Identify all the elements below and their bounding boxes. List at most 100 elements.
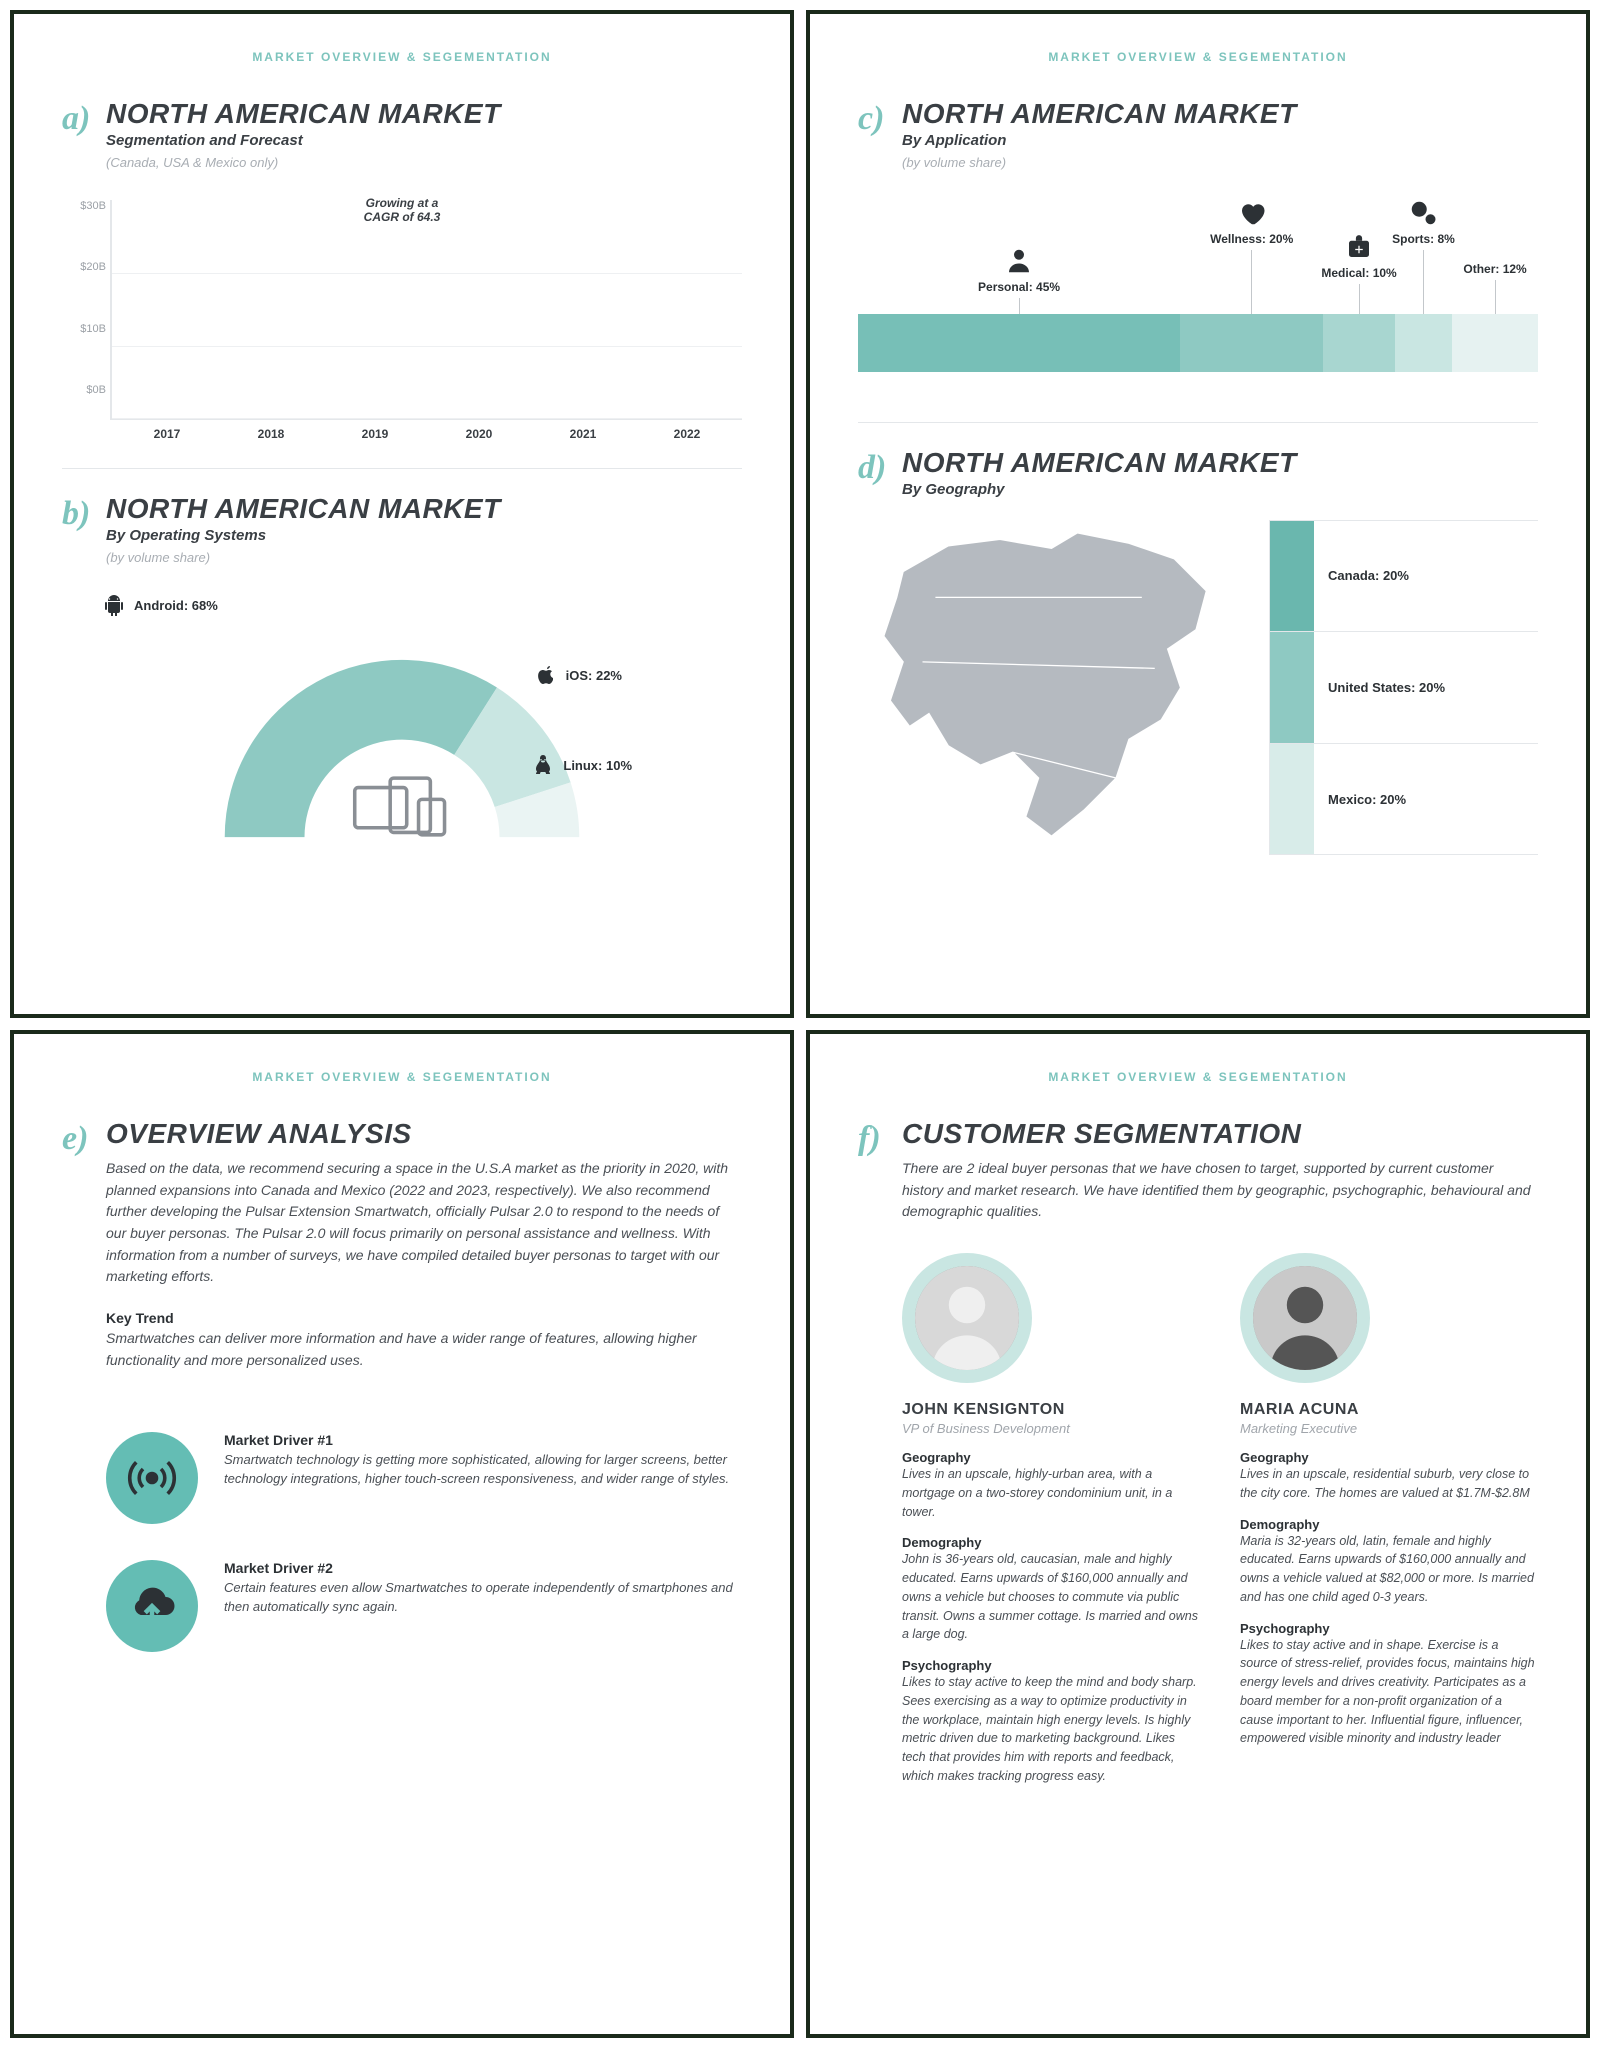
cloud-up-icon	[106, 1560, 198, 1652]
legend-label: iOS: 22%	[566, 668, 622, 683]
application-stack: Personal: 45%Wellness: 20%Medical: 10%Sp…	[858, 184, 1538, 372]
bar-plot-area: 201720182019202020212022	[110, 200, 742, 420]
bar-chart: Growing at a CAGR of 64.3 $30B $20B $10B…	[62, 200, 742, 420]
app-label: Other: 12%	[1463, 262, 1526, 276]
p2-psy-h: Psychography	[1240, 1621, 1538, 1636]
android-icon	[102, 593, 126, 617]
panel-bottom-left: MARKET OVERVIEW & SEGEMENTATION e OVERVI…	[10, 1030, 794, 2038]
p1-geo-h: Geography	[902, 1450, 1200, 1465]
geography-area: Canada: 20% United States: 20% Mexico: 20%	[858, 520, 1538, 855]
north-america-map-icon	[858, 520, 1245, 855]
section-a-head: a NORTH AMERICAN MARKET Segmentation and…	[62, 100, 742, 170]
driver-row: Market Driver #1 Smartwatch technology i…	[106, 1432, 742, 1524]
stack-segment	[1180, 314, 1323, 372]
app-callout: Wellness: 20%	[1202, 198, 1302, 314]
section-c-note: (by volume share)	[902, 155, 1538, 170]
panel-top-right: MARKET OVERVIEW & SEGEMENTATION c NORTH …	[806, 10, 1590, 1018]
geo-row: United States: 20%	[1270, 632, 1538, 744]
persona-2-name: MARIA ACUNA	[1240, 1401, 1538, 1419]
p1-psy-h: Psychography	[902, 1658, 1200, 1673]
legend-ios: iOS: 22%	[534, 659, 622, 691]
p2-geo: Lives in an upscale, residential suburb,…	[1240, 1465, 1538, 1503]
panel-bottom-right: MARKET OVERVIEW & SEGEMENTATION f CUSTOM…	[806, 1030, 1590, 2038]
section-a-title: NORTH AMERICAN MARKET	[106, 100, 742, 128]
persona-2-role: Marketing Executive	[1240, 1421, 1538, 1436]
p1-geo: Lives in an upscale, highly-urban area, …	[902, 1465, 1200, 1521]
stack-segment	[1452, 314, 1538, 372]
app-label: Wellness: 20%	[1210, 232, 1293, 246]
legend-label: Android: 68%	[134, 598, 218, 613]
avatar-ring	[902, 1253, 1032, 1383]
bar-label: 2019	[332, 427, 418, 441]
app-label: Personal: 45%	[978, 280, 1060, 294]
section-c-title: NORTH AMERICAN MARKET	[902, 100, 1538, 128]
geo-label: United States: 20%	[1328, 680, 1445, 695]
key-trend-text: Smartwatches can deliver more informatio…	[106, 1328, 742, 1371]
app-callout: Other: 12%	[1445, 262, 1545, 314]
section-letter-f: f	[858, 1120, 902, 1158]
bar-label: 2018	[228, 427, 314, 441]
personas: JOHN KENSIGNTON VP of Business Developme…	[858, 1253, 1538, 1786]
section-a-note: (Canada, USA & Mexico only)	[106, 155, 742, 170]
devices-icon	[355, 778, 445, 835]
segmentation-body: There are 2 ideal buyer personas that we…	[902, 1158, 1538, 1223]
stacked-bar	[858, 314, 1538, 372]
section-c-head: c NORTH AMERICAN MARKET By Application (…	[858, 100, 1538, 170]
driver-2-title: Market Driver #2	[224, 1560, 742, 1576]
ball-icon	[1408, 198, 1438, 228]
section-letter-e: e	[62, 1120, 106, 1158]
geo-label: Mexico: 20%	[1328, 792, 1406, 807]
stack-segment	[1395, 314, 1452, 372]
section-d-subtitle: By Geography	[902, 481, 1538, 498]
ytick: $10B	[62, 323, 106, 335]
ytick: $30B	[62, 200, 106, 212]
bar-label: 2017	[124, 427, 210, 441]
section-letter-b: b	[62, 495, 106, 533]
header-label: MARKET OVERVIEW & SEGEMENTATION	[62, 50, 742, 64]
section-c-subtitle: By Application	[902, 132, 1538, 149]
section-letter-c: c	[858, 100, 902, 138]
linux-icon	[531, 753, 555, 777]
persona-2: MARIA ACUNA Marketing Executive Geograph…	[1240, 1253, 1538, 1786]
p1-psy: Likes to stay active to keep the mind an…	[902, 1673, 1200, 1786]
bar-label: 2021	[540, 427, 626, 441]
legend-linux: Linux: 10%	[531, 749, 632, 781]
geo-label: Canada: 20%	[1328, 568, 1409, 583]
donut-chart: Android: 68% iOS: 22% Linux: 10%	[62, 589, 742, 849]
section-letter-a: a	[62, 100, 106, 138]
avatar	[915, 1266, 1019, 1370]
donut-svg	[62, 589, 742, 849]
geo-swatch	[1270, 521, 1314, 631]
bar-y-axis: $30B $20B $10B $0B	[62, 200, 106, 396]
p1-demo: John is 36-years old, caucasian, male an…	[902, 1550, 1200, 1644]
heart-icon	[1237, 198, 1267, 228]
section-d-head: d NORTH AMERICAN MARKET By Geography	[858, 449, 1538, 498]
legend-android: Android: 68%	[102, 589, 218, 621]
driver-1-title: Market Driver #1	[224, 1432, 742, 1448]
driver-row: Market Driver #2 Certain features even a…	[106, 1560, 742, 1652]
section-e-head: e OVERVIEW ANALYSIS Based on the data, w…	[62, 1120, 742, 1372]
persona-1-role: VP of Business Development	[902, 1421, 1200, 1436]
section-f-head: f CUSTOMER SEGMENTATION There are 2 idea…	[858, 1120, 1538, 1223]
geo-row: Mexico: 20%	[1270, 744, 1538, 856]
section-f-title: CUSTOMER SEGMENTATION	[902, 1120, 1538, 1148]
geo-row: Canada: 20%	[1270, 520, 1538, 632]
header-label: MARKET OVERVIEW & SEGEMENTATION	[858, 50, 1538, 64]
key-trend-label: Key Trend	[106, 1310, 742, 1326]
geo-swatch	[1270, 632, 1314, 743]
medkit-icon	[1344, 232, 1374, 262]
apple-icon	[534, 663, 558, 687]
persona-1: JOHN KENSIGNTON VP of Business Developme…	[902, 1253, 1200, 1786]
p1-demo-h: Demography	[902, 1535, 1200, 1550]
section-letter-d: d	[858, 449, 902, 487]
section-b-title: NORTH AMERICAN MARKET	[106, 495, 742, 523]
driver-1-text: Smartwatch technology is getting more so…	[224, 1450, 742, 1489]
stack-segment	[858, 314, 1180, 372]
geo-swatch	[1270, 744, 1314, 855]
section-b-note: (by volume share)	[106, 550, 742, 565]
signal-icon	[106, 1432, 198, 1524]
avatar	[1253, 1266, 1357, 1370]
p2-psy: Likes to stay active and in shape. Exerc…	[1240, 1636, 1538, 1749]
stack-segment	[1323, 314, 1395, 372]
app-label: Sports: 8%	[1392, 232, 1455, 246]
